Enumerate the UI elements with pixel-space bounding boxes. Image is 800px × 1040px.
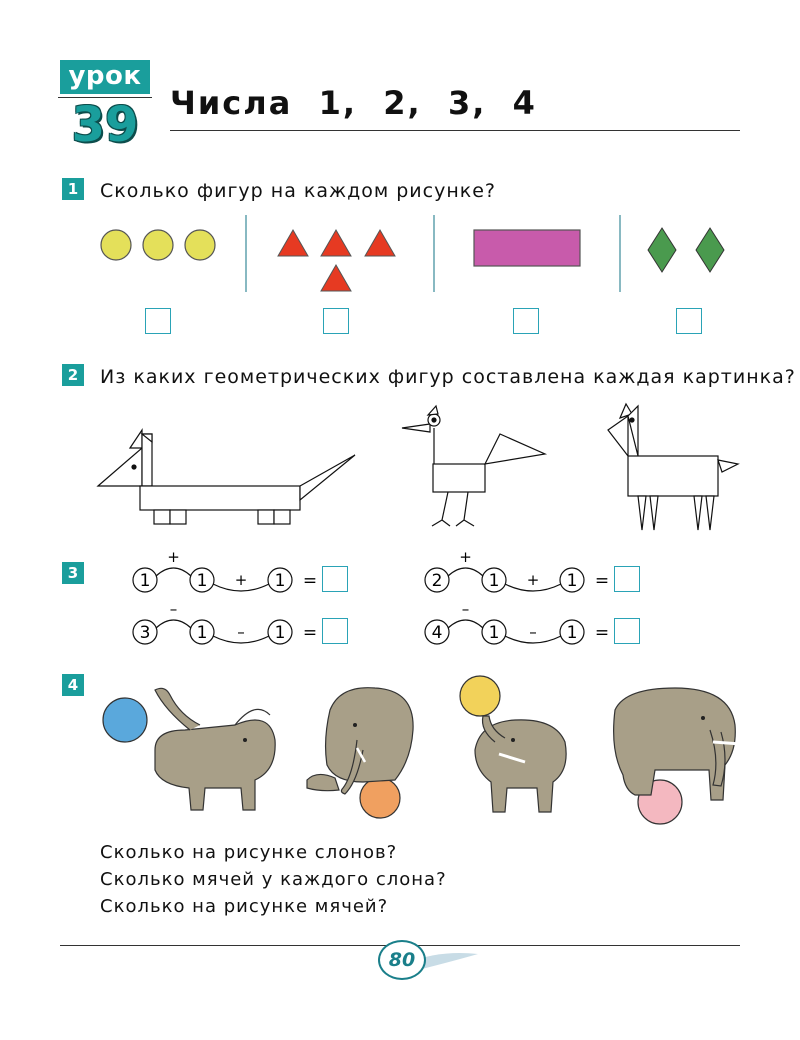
answer-box[interactable]	[322, 618, 348, 644]
task-1-text: Сколько фигур на каждом рисунке?	[100, 180, 497, 202]
lesson-number: 39	[71, 97, 139, 153]
number-label: 2	[432, 571, 443, 591]
horse-figure	[607, 402, 740, 531]
operator-label: +	[459, 550, 472, 566]
ball	[359, 777, 401, 819]
equals-sign: =	[303, 571, 317, 591]
page-number: 80	[378, 940, 426, 980]
operator-label: +	[167, 550, 180, 566]
jump-arc	[504, 583, 562, 592]
ball	[459, 675, 501, 717]
number-label: 1	[197, 571, 208, 591]
number-label: 3	[140, 623, 151, 643]
equals-sign: =	[595, 623, 609, 643]
task-1-shapes	[100, 215, 725, 292]
number-circle	[132, 619, 158, 645]
lesson-divider	[58, 97, 152, 98]
equals-sign: =	[595, 571, 609, 591]
circle-shape	[100, 229, 132, 261]
circles-group	[100, 229, 216, 261]
task-2-figures	[96, 402, 740, 531]
page-swoosh	[410, 953, 478, 972]
jump-arc	[447, 567, 484, 577]
circle-shape	[184, 229, 216, 261]
jump-arc	[447, 619, 484, 629]
number-circle	[267, 619, 293, 645]
number-circle	[424, 619, 450, 645]
number-circle	[559, 567, 585, 593]
answer-box[interactable]	[614, 566, 640, 592]
page-title: Числа 1, 2, 3, 4	[170, 84, 537, 122]
jump-arc	[155, 619, 192, 629]
bird-figure	[401, 404, 548, 527]
operator-label: +	[527, 571, 540, 589]
triangle-shape	[320, 228, 352, 257]
question-line: Сколько на рисунке мячей?	[100, 896, 389, 917]
elephant-4	[613, 687, 742, 825]
equals-sign: =	[303, 623, 317, 643]
number-circle	[267, 567, 293, 593]
triangle-shape	[277, 228, 309, 257]
number-circle	[559, 619, 585, 645]
title-divider	[170, 130, 740, 131]
elephants-illustration	[102, 675, 742, 825]
jump-arc	[212, 635, 270, 644]
rectangle-shape	[473, 229, 581, 267]
lesson-label: урок	[60, 60, 150, 94]
operator-label: –	[237, 623, 245, 641]
number-circle	[189, 619, 215, 645]
number-circle	[481, 619, 507, 645]
task-number-3: 3	[62, 562, 84, 584]
rhombuses-group	[647, 227, 725, 273]
answer-box[interactable]	[676, 308, 702, 334]
answer-box[interactable]	[322, 566, 348, 592]
task-2-text: Из каких геометрических фигур составлена…	[100, 366, 796, 388]
number-label: 1	[275, 571, 286, 591]
answer-box[interactable]	[614, 618, 640, 644]
answer-box[interactable]	[145, 308, 171, 334]
operator-label: –	[462, 600, 470, 618]
triangles-group	[277, 228, 396, 292]
number-circle	[424, 567, 450, 593]
task-number-2: 2	[62, 364, 84, 386]
number-label: 1	[197, 623, 208, 643]
rhombus-shape	[647, 227, 677, 273]
number-label: 1	[567, 571, 578, 591]
task-3-equations: 1 1 1 + + = 3 1 1 – – = 2 1 1 + + = 4 1 1 – – =	[132, 550, 609, 645]
number-label: 1	[489, 623, 500, 643]
number-label: 1	[275, 623, 286, 643]
answer-box[interactable]	[513, 308, 539, 334]
elephant-3	[459, 675, 567, 813]
task-number-4: 4	[62, 674, 84, 696]
number-circle	[481, 567, 507, 593]
number-label: 1	[140, 571, 151, 591]
jump-arc	[155, 567, 192, 577]
number-label: 4	[432, 623, 443, 643]
answer-box[interactable]	[323, 308, 349, 334]
number-circle	[189, 567, 215, 593]
number-label: 1	[567, 623, 578, 643]
fox-figure	[96, 428, 356, 525]
ball	[102, 697, 148, 743]
operator-label: +	[235, 571, 248, 589]
task-number-1: 1	[62, 178, 84, 200]
rhombus-shape	[695, 227, 725, 273]
circle-shape	[142, 229, 174, 261]
question-line: Сколько мячей у каждого слона?	[100, 869, 447, 890]
operator-label: –	[529, 623, 537, 641]
jump-arc	[212, 583, 270, 592]
number-circle	[132, 567, 158, 593]
triangle-shape	[364, 228, 396, 257]
elephant-1	[102, 687, 276, 811]
jump-arc	[504, 635, 562, 644]
triangle-shape	[320, 263, 352, 292]
operator-label: –	[170, 600, 178, 618]
number-label: 1	[489, 571, 500, 591]
elephant-2	[306, 687, 414, 819]
question-line: Сколько на рисунке слонов?	[100, 842, 398, 863]
